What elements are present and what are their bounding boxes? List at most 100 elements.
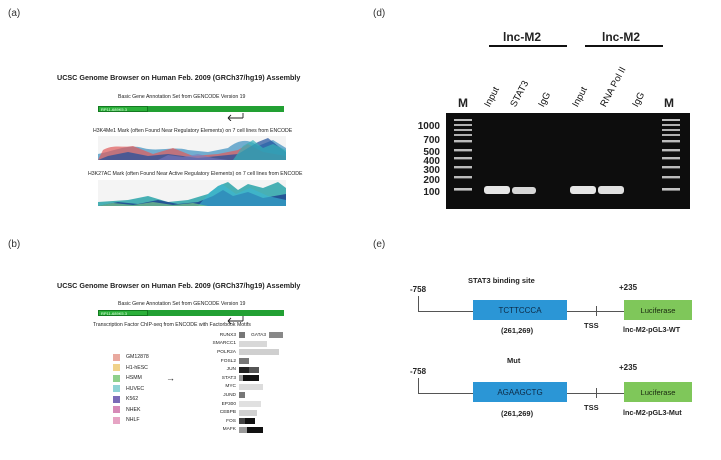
wt-luciferase-box: Luciferase (624, 300, 692, 320)
tf-row: MAFK (200, 426, 283, 435)
wt-left-tick (418, 296, 419, 312)
tf-name: FOSL2 (220, 358, 236, 364)
tf-signal-bar (239, 366, 249, 373)
tf-signal-bar (239, 375, 243, 382)
legend-label: H1-hESC (126, 364, 148, 371)
tf-signal-bar (239, 383, 263, 390)
mut-construct-name: lnc-M2-pGL3-Mut (623, 408, 682, 417)
gel-lane-label: IgG (536, 90, 554, 109)
panel-a-gene-bar (148, 106, 284, 112)
panel-e-label: (e) (373, 239, 386, 250)
tf-row: RUNX3 GATA3 (200, 331, 284, 340)
ladder-right (662, 119, 680, 191)
tf-signal-bar (245, 418, 255, 425)
tf-name-secondary: GATA3 (251, 332, 267, 338)
legend-swatch (113, 374, 120, 382)
legend-item: NHEK (113, 405, 149, 416)
tf-name: POLR2A (217, 349, 236, 355)
legend-item: K562 (113, 394, 149, 405)
tf-row: MYC (200, 383, 283, 392)
bp-label: 300 (423, 165, 440, 176)
legend-swatch (113, 395, 120, 403)
panel-d-label: (d) (373, 8, 386, 19)
wt-tss-tick (596, 306, 597, 316)
panel-a-h3k27-label: H3K27AC Mark (often Found Near Active Re… (88, 171, 303, 177)
panel-a-h3k27-track (98, 180, 286, 206)
gel-band-input-1 (484, 186, 510, 194)
tf-name: STAT3 (221, 375, 236, 381)
panel-a-title: UCSC Genome Browser on Human Feb. 2009 (… (57, 73, 301, 82)
mut-left-tick (418, 378, 419, 394)
tf-signal-bar (269, 332, 284, 339)
legend-item: HUVEC (113, 384, 149, 395)
gel-group-1-line (489, 45, 567, 47)
panel-a-gene-track-label: Basic Gene Annotation Set from GENCODE V… (118, 94, 246, 100)
gel-band-rna-pol-ii (598, 186, 624, 194)
tf-name: CEBPB (219, 410, 236, 416)
legend-swatch (113, 385, 120, 393)
tf-signal-bar (243, 375, 259, 382)
gel-image (446, 113, 690, 209)
tf-list: RUNX3 GATA3 SMARCC1 POLR2A FOSL2 JUN STA… (200, 331, 284, 435)
tf-row: JUND (200, 391, 283, 400)
tf-name: JUN (226, 367, 236, 373)
tf-signal-bar (239, 332, 245, 339)
bp-label: 200 (423, 175, 440, 186)
tf-name: FOS (226, 418, 236, 424)
legend-swatch (113, 416, 120, 424)
tf-signal-bar (239, 409, 257, 416)
panel-a-h3k4-track (98, 136, 286, 160)
tf-name: RUNX3 (219, 332, 236, 338)
tf-name: SMARCC1 (212, 341, 236, 347)
panel-b-label: (b) (8, 239, 21, 250)
mut-luciferase-box: Luciferase (624, 382, 692, 402)
gel-band-input-2 (570, 186, 596, 194)
mut-tss-tick (596, 388, 597, 398)
tf-row: POLR2A (200, 348, 283, 357)
mut-left-coord: -758 (410, 367, 427, 376)
panel-b-gene-bar (148, 310, 284, 316)
panel-b-gene-track-label: Basic Gene Annotation Set from GENCODE V… (118, 301, 246, 307)
gel-lane-label: RNA Pol II (598, 65, 629, 109)
tf-signal-bar (239, 340, 267, 347)
panel-a-gene-box: RP11-689K5.3 (98, 106, 148, 112)
panel-a-strand-arrow (227, 113, 244, 121)
wt-right-coord: +235 (619, 283, 638, 292)
tf-name: MAFK (222, 427, 236, 433)
tf-signal-bar (249, 366, 259, 373)
legend-label: HSMM (126, 375, 142, 382)
tf-signal-bar (239, 358, 249, 365)
gel-lane-label: Input (570, 85, 590, 109)
bp-label: 500 (423, 147, 440, 158)
tf-signal-bar (239, 418, 245, 425)
gel-group-2-line (585, 45, 663, 47)
wt-site-position: (261,269) (501, 326, 534, 335)
tf-name: EP300 (221, 401, 236, 407)
tf-row: FOSL2 (200, 357, 283, 366)
bp-label: 400 (423, 156, 440, 167)
tf-row: SMARCC1 (200, 340, 283, 349)
tf-row: STAT3 (200, 374, 283, 383)
tf-signal-bar (239, 426, 247, 433)
legend-item: GM12878 (113, 352, 149, 363)
mut-site-position: (261,269) (501, 409, 534, 418)
legend-item: H1-hESC (113, 363, 149, 374)
gel-group-1-label: lnc-M2 (503, 30, 542, 44)
tf-row: CEBPB (200, 408, 283, 417)
gel-svg (454, 119, 680, 194)
tf-row: JUN (200, 365, 283, 374)
gel-group-2-label: lnc-M2 (602, 30, 641, 44)
legend-label: GM12878 (126, 354, 149, 361)
wt-construct-name: lnc-M2-pGL3-WT (623, 325, 681, 334)
legend-item: NHLF (113, 415, 149, 426)
legend-label: NHEK (126, 406, 141, 413)
gel-lane-label: Input (482, 85, 502, 109)
cell-line-legend: GM12878 H1-hESC HSMM HUVEC K562 NHEK NHL… (113, 352, 149, 426)
mut-tss-label: TSS (584, 403, 599, 412)
bp-label: 1000 (417, 121, 440, 132)
legend-item: HSMM (113, 373, 149, 384)
legend-swatch (113, 353, 120, 361)
wt-binding-site-box: TCTTCCCA (473, 300, 567, 320)
tf-signal-bar (239, 392, 245, 399)
gel-marker-label-right: M (664, 96, 674, 110)
